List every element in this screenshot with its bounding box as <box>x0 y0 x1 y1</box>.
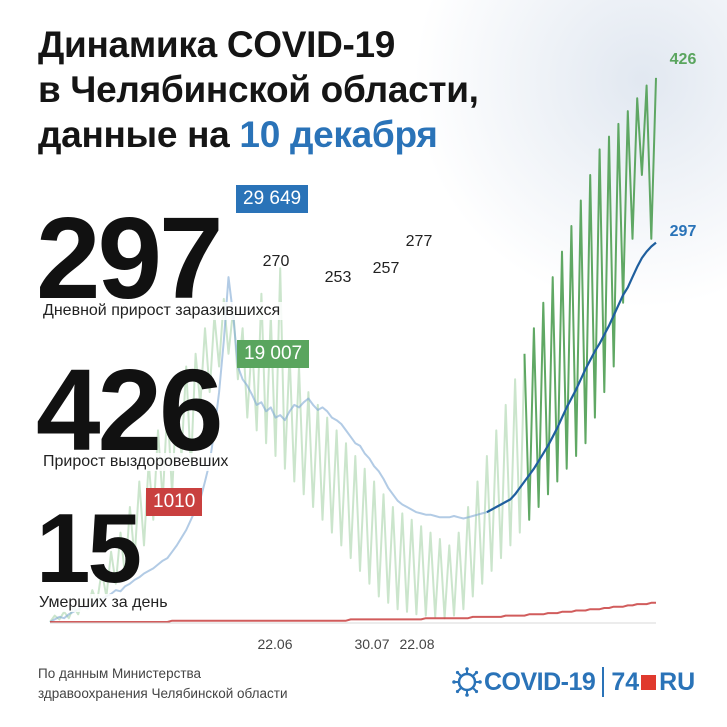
deaths-total-badge: 1010 <box>146 488 203 516</box>
recovered-label: Прирост выздоровевших <box>40 453 232 471</box>
logo[interactable]: COVID-19 74 RU <box>452 662 695 702</box>
title-date: 10 декабря <box>239 114 438 155</box>
deaths-label: Умерших за день <box>36 594 171 612</box>
infected-series-line-early <box>49 276 488 623</box>
recovered-total-badge: 19 007 <box>237 340 310 368</box>
title-line1: Динамика COVID-19 <box>38 24 396 65</box>
logo-number: 74 <box>611 667 640 696</box>
source-note: По данным Министерства здравоохранения Ч… <box>38 664 288 704</box>
peak-annotation: 253 <box>325 269 352 286</box>
title-line2: в Челябинской области, <box>38 69 479 110</box>
frost-background <box>387 0 727 320</box>
peak-annotation: 257 <box>373 260 400 277</box>
peak-annotation: 297 <box>670 223 697 240</box>
infected-series-line-recent <box>486 241 657 514</box>
recovered-series-line-early <box>49 267 526 623</box>
x-tick-label: 22.06 <box>257 636 292 652</box>
recovered-value: 426 <box>36 345 224 475</box>
logo-separator <box>602 667 605 697</box>
logo-covid-text: COVID-19 <box>484 667 596 696</box>
page-title: Динамика COVID-19 в Челябинской области,… <box>38 22 479 157</box>
recovered-series-line-recent <box>523 77 657 521</box>
deaths-series-line <box>50 601 656 623</box>
title-line3-prefix: данные на <box>38 114 240 155</box>
logo-ru: RU <box>659 667 696 696</box>
infected-value: 297 <box>36 193 224 323</box>
logo-red-square <box>641 674 657 690</box>
source-line1: По данным Министерства <box>38 666 202 681</box>
source-line2: здравоохранения Челябинской области <box>38 686 288 701</box>
peak-annotation: 277 <box>406 233 433 250</box>
x-tick-label: 30.07 <box>354 636 389 652</box>
virus-icon <box>452 667 482 697</box>
peak-annotation: 426 <box>670 51 697 68</box>
peak-annotation: 270 <box>263 253 290 270</box>
x-tick-label: 22.08 <box>399 636 434 652</box>
deaths-value: 15 <box>36 493 142 603</box>
infected-label: Дневной прирост заразившихся <box>40 302 284 320</box>
infected-total-badge: 29 649 <box>236 185 309 213</box>
